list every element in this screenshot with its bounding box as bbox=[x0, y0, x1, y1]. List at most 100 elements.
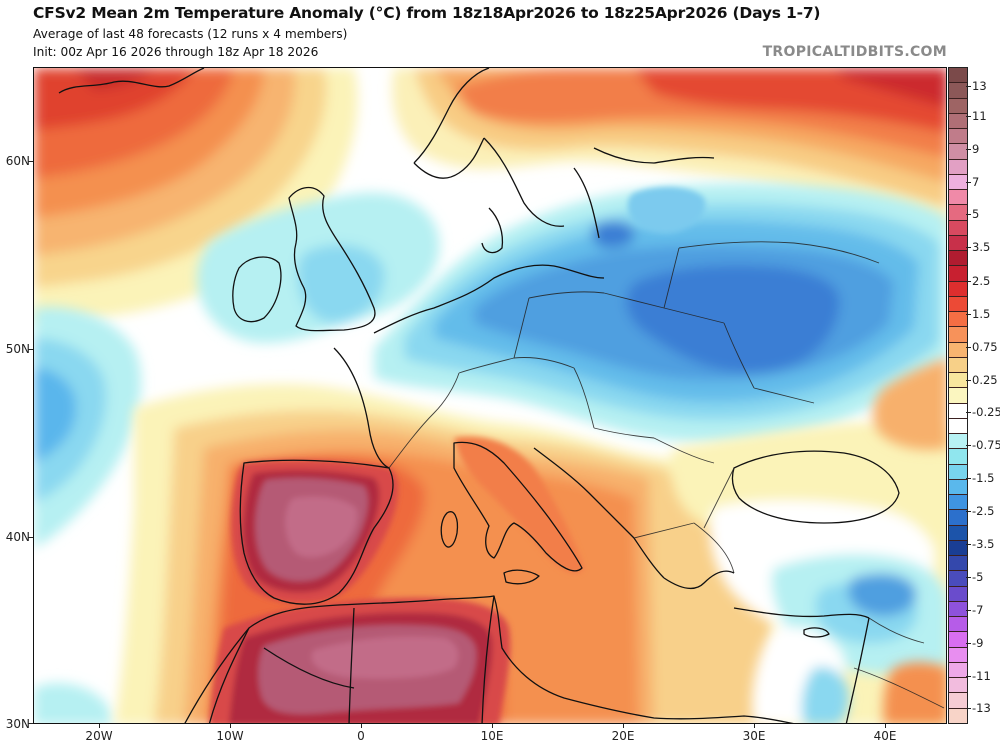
colorbar-segment bbox=[949, 647, 967, 663]
colorbar-label: 1.5 bbox=[972, 307, 991, 321]
colorbar-segment bbox=[949, 464, 967, 480]
colorbar-segment bbox=[949, 174, 967, 190]
lat-label-40n: 40N bbox=[5, 530, 30, 544]
colorbar-label: 3.5 bbox=[972, 240, 991, 254]
lat-label-30n: 30N bbox=[5, 717, 30, 731]
colorbar-segment bbox=[949, 159, 967, 175]
brand-watermark: TROPICALTIDBITS.COM bbox=[762, 44, 947, 60]
lat-tick bbox=[28, 723, 33, 724]
lon-label-40e: 40E bbox=[873, 729, 897, 743]
colorbar-segment bbox=[949, 296, 967, 312]
colorbar-tick bbox=[966, 314, 971, 315]
lon-tick bbox=[623, 724, 624, 728]
colorbar-segment bbox=[949, 144, 967, 160]
chart-title: CFSv2 Mean 2m Temperature Anomaly (°C) f… bbox=[33, 4, 821, 22]
colorbar-segment bbox=[949, 617, 967, 633]
colorbar-segment bbox=[949, 418, 967, 434]
colorbar-segment bbox=[949, 525, 967, 541]
lon-label-20w: 20W bbox=[85, 729, 113, 743]
colorbar-segment bbox=[949, 662, 967, 678]
colorbar-segment bbox=[949, 632, 967, 648]
lat-tick bbox=[28, 161, 33, 162]
colorbar-segment bbox=[949, 434, 967, 450]
colorbar-tick bbox=[966, 182, 971, 183]
colorbar-label: -5 bbox=[972, 570, 984, 584]
colorbar-label: -3.5 bbox=[972, 537, 995, 551]
colorbar-tick bbox=[966, 676, 971, 677]
colorbar-segment bbox=[949, 113, 967, 129]
colorbar-segment bbox=[949, 235, 967, 251]
colorbar-label: 13 bbox=[972, 79, 987, 93]
colorbar-label: -11 bbox=[972, 669, 991, 683]
colorbar-label: 11 bbox=[972, 109, 987, 123]
chart-subtitle-init: Init: 00z Apr 16 2026 through 18z Apr 18… bbox=[33, 45, 319, 59]
colorbar-label: -0.25 bbox=[972, 405, 1000, 419]
colorbar-segment bbox=[949, 373, 967, 389]
colorbar-label: 9 bbox=[972, 142, 980, 156]
colorbar-tick bbox=[966, 214, 971, 215]
colorbar-tick bbox=[966, 116, 971, 117]
colorbar-segment bbox=[949, 205, 967, 221]
colorbar-label: -0.75 bbox=[972, 438, 1000, 452]
colorbar-segment bbox=[949, 357, 967, 373]
colorbar-segment bbox=[949, 403, 967, 419]
lon-label-10w: 10W bbox=[216, 729, 244, 743]
colorbar-label: -13 bbox=[972, 701, 991, 715]
colorbar-segment bbox=[949, 388, 967, 404]
lon-tick bbox=[492, 724, 493, 728]
colorbar-segment bbox=[949, 449, 967, 465]
colorbar-segment bbox=[949, 266, 967, 282]
colorbar-tick bbox=[966, 247, 971, 248]
colorbar-segment bbox=[949, 540, 967, 556]
lat-tick bbox=[28, 537, 33, 538]
colorbar-label: -7 bbox=[972, 603, 984, 617]
lon-tick bbox=[230, 724, 231, 728]
lon-label-10e: 10E bbox=[480, 729, 504, 743]
colorbar-label: -9 bbox=[972, 636, 984, 650]
colorbar-tick bbox=[966, 380, 971, 381]
lon-label-20e: 20E bbox=[611, 729, 635, 743]
lon-label-30e: 30E bbox=[742, 729, 766, 743]
colorbar-tick bbox=[966, 86, 971, 87]
colorbar-segment bbox=[949, 571, 967, 587]
colorbar-tick bbox=[966, 412, 971, 413]
lat-label-60n: 60N bbox=[5, 154, 30, 168]
lon-label-0: 0 bbox=[357, 729, 365, 743]
colorbar-tick bbox=[966, 643, 971, 644]
colorbar-segment bbox=[949, 281, 967, 297]
lon-tick bbox=[885, 724, 886, 728]
colorbar-segment bbox=[949, 601, 967, 617]
colorbar-label: -1.5 bbox=[972, 471, 995, 485]
coastlines bbox=[58, 68, 900, 723]
colorbar-segment bbox=[949, 556, 967, 572]
lon-tick bbox=[99, 724, 100, 728]
colorbar-segment bbox=[949, 586, 967, 602]
colorbar-segment bbox=[949, 495, 967, 511]
anomaly-field bbox=[34, 68, 946, 723]
colorbar-tick bbox=[966, 445, 971, 446]
colorbar-label: 0.75 bbox=[972, 340, 998, 354]
colorbar-segment bbox=[949, 190, 967, 206]
colorbar-tick bbox=[966, 347, 971, 348]
colorbar-segment bbox=[949, 708, 967, 723]
colorbar-tick bbox=[966, 281, 971, 282]
colorbar-tick bbox=[966, 149, 971, 150]
colorbar-segment bbox=[949, 220, 967, 236]
colorbar-segment bbox=[949, 129, 967, 145]
colorbar-legend bbox=[948, 67, 968, 724]
colorbar-tick bbox=[966, 478, 971, 479]
colorbar-segment bbox=[949, 693, 967, 709]
colorbar-segment bbox=[949, 251, 967, 267]
colorbar-segment bbox=[949, 327, 967, 343]
chart-subtitle-forecasts: Average of last 48 forecasts (12 runs x … bbox=[33, 27, 348, 41]
colorbar-tick bbox=[966, 544, 971, 545]
lat-tick bbox=[28, 349, 33, 350]
colorbar-segment bbox=[949, 342, 967, 358]
colorbar-segment bbox=[949, 312, 967, 328]
colorbar-label: -2.5 bbox=[972, 504, 995, 518]
colorbar-segment bbox=[949, 678, 967, 694]
colorbar-tick bbox=[966, 511, 971, 512]
colorbar-label: 0.25 bbox=[972, 373, 998, 387]
lat-label-50n: 50N bbox=[5, 342, 30, 356]
colorbar-label: 2.5 bbox=[972, 274, 991, 288]
